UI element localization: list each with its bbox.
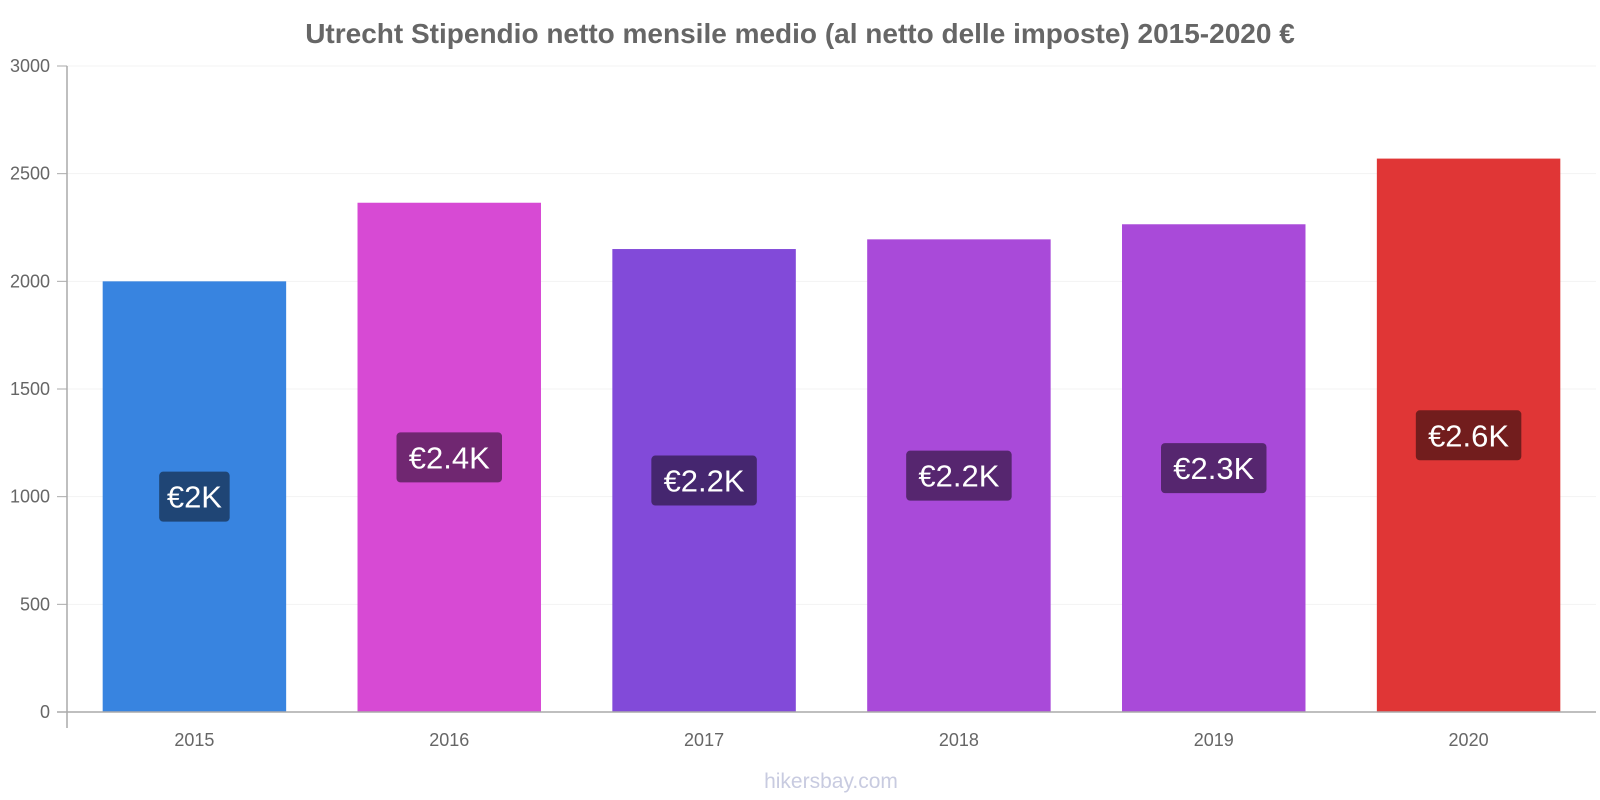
- x-tick-label: 2016: [429, 730, 469, 750]
- value-label-box: [159, 471, 230, 522]
- value-label: €2K: [167, 480, 222, 515]
- source-credit: hikersbay.com: [764, 770, 898, 793]
- bars: [102, 158, 1561, 713]
- x-tick-label: 2017: [684, 730, 724, 750]
- value-labels: €2K €2.4K €2.2K €2.2K €2.3K €2.6K: [159, 410, 1522, 522]
- value-label-box: [396, 432, 502, 483]
- value-label: €2.2K: [918, 459, 999, 494]
- value-label-box: [651, 455, 757, 506]
- value-label-box: [1415, 410, 1522, 461]
- y-axis-ticks: 0 500 1000 1500 2000 2500 3000: [10, 56, 67, 722]
- x-tick-label: 2015: [174, 730, 214, 750]
- x-tick-label: 2019: [1194, 730, 1234, 750]
- x-tick-label: 2018: [939, 730, 979, 750]
- y-tick-label: 1500: [10, 379, 50, 399]
- value-label: €2.4K: [409, 440, 490, 475]
- gridlines: [67, 65, 1596, 605]
- y-tick-label: 2500: [10, 164, 50, 184]
- value-label-box: [906, 450, 1012, 501]
- y-tick-label: 3000: [10, 56, 50, 76]
- y-tick-label: 0: [40, 702, 50, 722]
- x-tick-label: 2020: [1449, 730, 1489, 750]
- y-tick-label: 1000: [10, 487, 50, 507]
- value-label: €2.2K: [664, 464, 745, 499]
- value-label: €2.6K: [1428, 418, 1509, 453]
- chart-title: Utrecht Stipendio netto mensile medio (a…: [305, 18, 1295, 49]
- x-axis-ticks: 2015 2016 2017 2018 2019 2020: [174, 730, 1488, 750]
- value-label-box: [1161, 443, 1267, 494]
- value-label: €2.3K: [1173, 451, 1254, 486]
- y-tick-label: 2000: [10, 271, 50, 291]
- y-tick-label: 500: [20, 594, 50, 614]
